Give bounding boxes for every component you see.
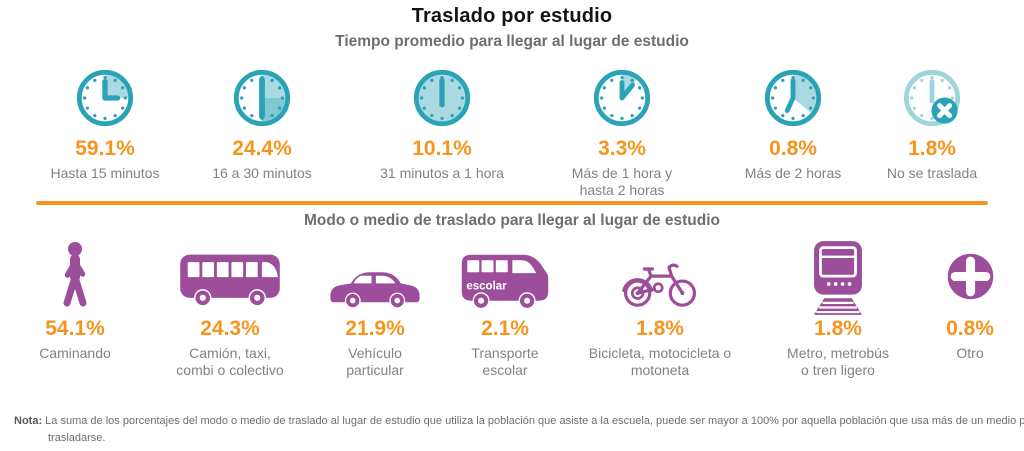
mode-item-transporte-escolar: escolar 2.1% Transporte escolar [415, 237, 595, 379]
clock-half-icon [177, 66, 347, 130]
percent-value: 21.9% [345, 317, 405, 340]
clock-over-2-hours-icon [708, 66, 878, 130]
section2-title: Modo o medio de traslado para llegar al … [304, 212, 720, 229]
time-item-mas-2-horas: 0.8% Más de 2 horas [708, 66, 878, 182]
svg-text:escolar: escolar [466, 281, 507, 293]
time-item-hasta-15: 59.1% Hasta 15 minutos [20, 66, 190, 182]
percent-value: 54.1% [45, 317, 105, 340]
item-label: No se traslada [886, 165, 978, 181]
percent-value: 1.8% [636, 317, 684, 340]
time-item-16-30: 24.4% 16 a 30 minutos [177, 66, 347, 182]
item-label: Metro, metrobús o tren ligero [787, 345, 889, 379]
mode-item-metro: 1.8% Metro, metrobús o tren ligero [748, 237, 928, 379]
item-label: Caminando [39, 345, 111, 361]
item-label: 31 minutos a 1 hora [380, 165, 504, 181]
pedestrian-icon [0, 237, 165, 311]
school-van-icon: escolar [415, 237, 595, 311]
mode-item-vehiculo: 21.9% Vehículo particular [285, 237, 465, 379]
footnote-label: Nota: [14, 415, 43, 427]
car-icon [285, 237, 465, 311]
percent-value: 24.4% [232, 137, 292, 160]
item-label: Camión, taxi, combi o colectivo [176, 345, 284, 379]
item-label: Más de 1 hora y hasta 2 horas [571, 165, 673, 199]
item-label: Transporte escolar [471, 345, 539, 379]
percent-value: 10.1% [412, 137, 472, 160]
bus-icon [140, 237, 320, 311]
percent-value: 24.3% [200, 317, 260, 340]
item-label: 16 a 30 minutos [212, 165, 312, 181]
mode-item-bicicleta: 1.8% Bicicleta, motocicleta o motoneta [570, 237, 750, 379]
clock-quarter-icon [20, 66, 190, 130]
plus-icon [880, 237, 1024, 311]
footnote-text: La suma de los porcentajes del modo o me… [45, 415, 1024, 444]
time-item-1-2-horas: 3.3% Más de 1 hora y hasta 2 horas [537, 66, 707, 199]
percent-value: 2.1% [481, 317, 529, 340]
item-label: Otro [956, 345, 984, 361]
clock-full-icon [357, 66, 527, 130]
percent-value: 0.8% [769, 137, 817, 160]
clock-over-1-hour-icon [537, 66, 707, 130]
section-divider [36, 201, 988, 205]
page-title: Traslado por estudio [411, 5, 613, 27]
percent-value: 0.8% [946, 317, 994, 340]
bicycle-icon [570, 237, 750, 311]
section1-title: Tiempo promedio para llegar al lugar de … [335, 33, 689, 50]
mode-item-otro: 0.8% Otro [880, 237, 1024, 362]
percent-value: 3.3% [598, 137, 646, 160]
time-item-no-se-traslada: 1.8% No se traslada [847, 66, 1017, 182]
percent-value: 1.8% [814, 317, 862, 340]
time-item-31-60: 10.1% 31 minutos a 1 hora [357, 66, 527, 182]
metro-icon [748, 237, 928, 315]
item-label: Más de 2 horas [744, 165, 842, 181]
percent-value: 59.1% [75, 137, 135, 160]
item-label: Hasta 15 minutos [50, 165, 160, 181]
percent-value: 1.8% [908, 137, 956, 160]
item-label: Bicicleta, motocicleta o motoneta [588, 345, 732, 379]
item-label: Vehículo particular [346, 345, 404, 379]
mode-item-caminando: 54.1% Caminando [0, 237, 165, 362]
mode-item-camion-taxi: 24.3% Camión, taxi, combi o colectivo [140, 237, 320, 379]
clock-crossed-icon [847, 66, 1017, 130]
footnote: Nota: La suma de los porcentajes del mod… [14, 413, 1024, 446]
